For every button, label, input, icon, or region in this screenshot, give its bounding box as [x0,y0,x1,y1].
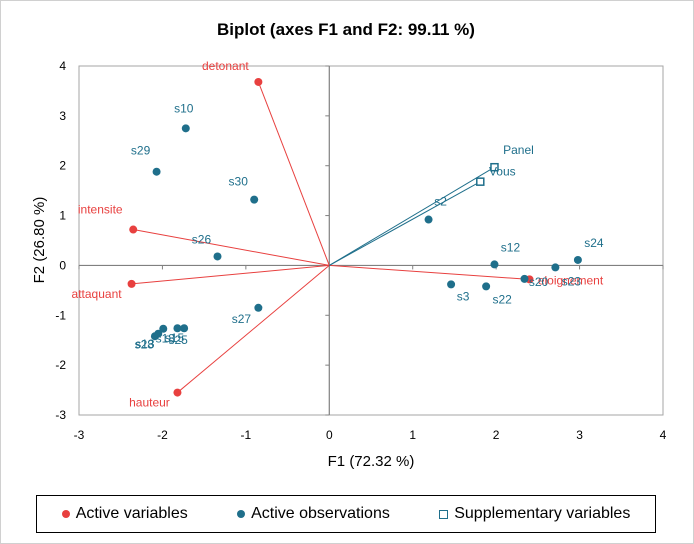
observation-label-s24: s24 [584,236,604,250]
legend: Active variables Active observations Sup… [36,495,656,533]
observation-point-s25 [180,324,189,333]
observation-point-s20 [520,274,529,283]
observation-point-s3 [447,280,456,289]
observation-point-s29 [152,167,161,176]
y-tick-label: 4 [59,59,66,73]
supplementary-variable-label-vous: Vous [489,165,516,179]
legend-label: Active variables [75,505,188,522]
active-variable-point-detonant [254,77,263,86]
y-axis-title: F2 (26.80 %) [31,197,48,284]
x-axis-title: F1 (72.32 %) [328,453,415,470]
observation-point-s18 [159,324,168,333]
observation-point-s22 [482,282,491,291]
legend-label: Supplementary variables [454,505,631,522]
observation-label-s13: s13 [135,337,155,351]
active-variable-vector-attaquant [131,264,330,285]
y-tick-label: 3 [59,109,66,123]
supplementary-variable-point-panel [490,162,499,172]
x-tick-label: -3 [74,428,85,442]
observation-point-s27 [254,303,263,312]
active-variable-vector-eloignement [329,264,530,280]
observation-label-s30: s30 [229,175,249,189]
blue-dot-icon [237,510,246,518]
hollow-square-icon [439,509,449,519]
x-tick-label: 2 [493,428,500,442]
observation-label-s2: s2 [434,195,447,209]
active-variable-label-detonant: detonant [202,59,249,73]
x-tick-label: 4 [660,428,667,442]
observation-label-s12: s12 [501,240,521,254]
supplementary-variable-vector-vous [329,181,481,266]
legend-item-active-variables: Active variables [61,505,188,523]
observation-point-s13 [150,332,159,341]
observation-label-s3: s3 [457,289,470,303]
observation-point-s12 [490,260,499,269]
observation-label-s26: s26 [192,232,212,246]
y-tick-label: 0 [59,258,66,272]
active-variable-label-intensite: intensite [78,203,123,217]
active-variable-point-attaquant [127,279,136,288]
observation-label-s27: s27 [232,312,252,326]
observation-label-s10: s10 [174,101,194,115]
observation-label-s20: s20 [529,275,549,289]
observation-point-s30 [250,195,259,204]
y-tick-label: -3 [55,408,66,422]
x-tick-label: 1 [409,428,416,442]
observation-point-s2 [424,215,433,224]
observation-label-s18: s18 [156,332,176,346]
active-variable-point-intensite [129,225,138,234]
red-dot-icon [61,510,70,518]
observation-label-s25: s25 [168,333,188,347]
supplementary-variable-label-panel: Panel [503,143,534,157]
y-tick-label: -2 [55,358,66,372]
observation-point-s15 [173,324,182,333]
observation-label-s29: s29 [131,144,151,158]
y-tick-label: 1 [59,209,66,223]
x-tick-label: -2 [157,428,168,442]
supplementary-variable-vector-panel [329,166,495,266]
observation-label-s22: s22 [492,292,512,306]
active-variable-label-eloignement: eloignement [538,273,604,287]
observation-point-s23 [551,263,560,272]
x-tick-label: -1 [241,428,252,442]
active-variable-vector-hauteur [177,265,330,393]
observation-label-s28: s28 [135,338,155,352]
observation-point-s10 [181,124,190,133]
y-tick-label: 2 [59,159,66,173]
observation-point-s26 [213,252,222,261]
observation-label-s23: s23 [562,274,582,288]
observation-label-s15: s15 [165,331,185,345]
legend-item-active-observations: Active observations [237,505,390,523]
active-variable-label-attaquant: attaquant [72,287,123,301]
observation-point-s24 [573,255,582,264]
active-variable-point-hauteur [173,388,182,397]
legend-item-supplementary-variables: Supplementary variables [439,505,630,523]
x-tick-label: 0 [326,428,333,442]
y-tick-label: -1 [55,308,66,322]
x-tick-label: 3 [576,428,583,442]
active-variable-label-hauteur: hauteur [129,396,170,410]
legend-label: Active observations [251,505,390,522]
active-variable-vector-detonant [257,81,330,266]
supplementary-variable-point-vous [476,177,485,186]
plot-area [78,65,664,416]
active-variable-vector-intensite [133,229,330,266]
chart-title: Biplot (axes F1 and F2: 99.11 %) [217,20,475,39]
